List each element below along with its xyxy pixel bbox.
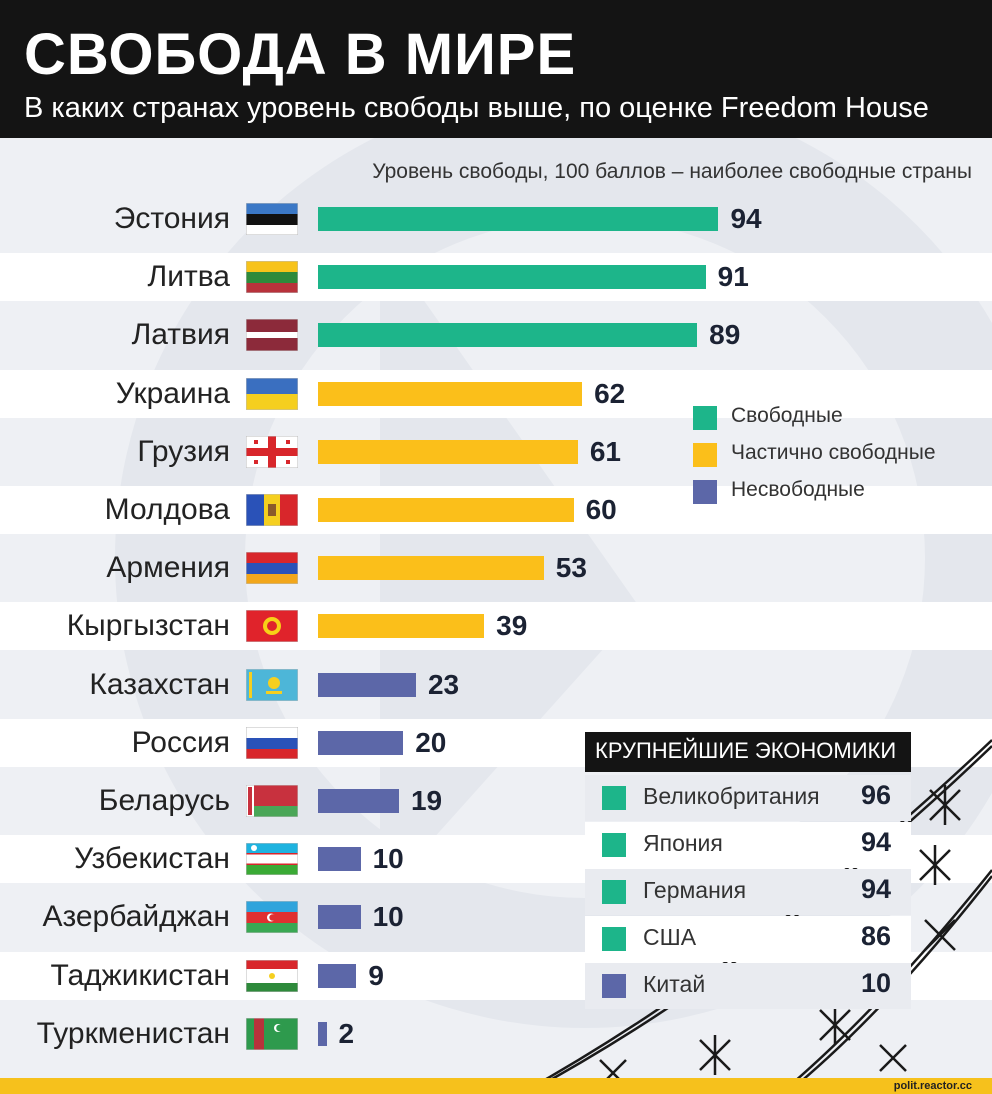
economy-row-usa: США 86 — [585, 916, 911, 962]
economy-swatch-not-free — [602, 974, 626, 998]
flag-azerbaijan-icon — [246, 901, 298, 934]
flag-belarus-icon — [246, 785, 298, 817]
country-label: Молдова — [104, 493, 230, 526]
flag-uzbekistan-icon — [246, 843, 298, 876]
data-label: 23 — [427, 668, 460, 700]
economy-name: Япония — [643, 830, 723, 856]
bar — [318, 905, 361, 930]
legend-item-free: Свободные — [693, 402, 973, 432]
bar — [318, 847, 361, 872]
economy-swatch-free — [602, 880, 626, 904]
flag-georgia-icon — [246, 435, 298, 468]
data-label: 91 — [717, 261, 749, 293]
data-label: 94 — [730, 203, 762, 234]
data-label: 20 — [415, 726, 447, 758]
economy-row-japan: Япония 94 — [585, 822, 911, 868]
data-label: 62 — [594, 377, 626, 409]
flag-lithuania-icon — [246, 261, 298, 294]
source-credit: polit.reactor.cc — [893, 1080, 972, 1092]
economy-value: 94 — [860, 827, 891, 857]
data-label: 60 — [585, 494, 617, 525]
economy-row-china: Китай 10 — [585, 963, 911, 1009]
economy-value: 10 — [860, 968, 891, 998]
data-label: 2 — [338, 1017, 355, 1049]
flag-estonia-icon — [246, 203, 298, 235]
bar — [318, 439, 578, 464]
data-label: 19 — [410, 785, 443, 816]
economy-name: Германия — [643, 877, 747, 903]
flag-kyrgyzstan-icon — [246, 610, 298, 643]
data-label: 53 — [555, 552, 587, 584]
row-stripe — [0, 602, 992, 651]
data-label: 61 — [589, 435, 622, 467]
economy-name: Великобритания — [643, 783, 820, 809]
country-label: Россия — [131, 725, 230, 759]
country-label: Узбекистан — [74, 842, 230, 876]
bar — [318, 614, 485, 639]
data-label: 9 — [368, 959, 384, 991]
flag-moldova-icon — [246, 494, 298, 526]
flag-latvia-icon — [246, 319, 298, 352]
country-label: Туркменистан — [36, 1016, 230, 1050]
economy-swatch-free — [602, 927, 626, 951]
country-label: Беларусь — [98, 784, 230, 817]
legend-item-partly: Частично свободные — [693, 439, 973, 469]
economy-value: 94 — [860, 874, 891, 904]
bar — [318, 963, 357, 988]
largest-economies-header: КРУПНЕЙШИЕ ЭКОНОМИКИ — [585, 732, 911, 772]
bar — [318, 789, 399, 813]
bar — [318, 498, 574, 522]
flag-tajikistan-icon — [246, 959, 298, 992]
bar — [318, 207, 719, 231]
flag-russia-icon — [246, 726, 298, 759]
country-label: Украина — [115, 376, 230, 410]
legend-label-free: Свободные — [731, 404, 843, 427]
bar — [318, 556, 544, 581]
largest-economies-title: КРУПНЕЙШИЕ ЭКОНОМИКИ — [595, 738, 897, 763]
legend-item-not-free: Несвободные — [693, 476, 973, 506]
bar — [318, 1021, 327, 1046]
legend-label-not-free: Несвободные — [731, 478, 865, 501]
data-label: 10 — [372, 843, 404, 875]
legend-swatch-partly — [693, 443, 717, 467]
footer-bar — [0, 1078, 992, 1094]
bar — [318, 265, 706, 290]
page-title: СВОБОДА В МИРЕ — [24, 22, 577, 87]
page-subtitle: В каких странах уровень свободы выше, по… — [24, 92, 929, 124]
economy-row-uk: Великобритания 96 — [585, 775, 911, 821]
bar — [318, 323, 698, 348]
country-label: Латвия — [131, 318, 230, 352]
country-label: Азербайджан — [42, 900, 230, 934]
economy-swatch-free — [602, 786, 626, 810]
axis-label: Уровень свободы, 100 баллов – наиболее с… — [372, 160, 972, 183]
economy-value: 86 — [860, 921, 891, 951]
country-label: Грузия — [137, 434, 230, 468]
bar — [318, 381, 583, 406]
country-label: Литва — [147, 260, 230, 294]
data-label: 10 — [372, 901, 404, 933]
flag-armenia-icon — [246, 552, 298, 585]
header: СВОБОДА В МИРЕ В каких странах уровень с… — [0, 0, 992, 138]
legend-label-partly: Частично свободные — [731, 441, 936, 464]
legend-swatch-not-free — [693, 480, 717, 504]
economy-value: 96 — [860, 780, 891, 810]
flag-turkmenistan-icon — [246, 1017, 298, 1050]
legend-swatch-free — [693, 406, 717, 430]
economy-row-germany: Германия 94 — [585, 869, 911, 915]
economy-name: Китай — [643, 971, 706, 997]
economy-swatch-free — [602, 833, 626, 857]
flag-kazakhstan-icon — [246, 668, 298, 701]
bar — [318, 730, 404, 755]
economy-name: США — [643, 924, 697, 950]
country-label: Таджикистан — [50, 958, 230, 992]
bar — [318, 672, 416, 697]
country-label: Эстония — [113, 202, 230, 235]
flag-ukraine-icon — [246, 377, 298, 410]
country-label: Армения — [106, 551, 230, 585]
country-label: Казахстан — [89, 667, 230, 701]
data-label: 39 — [496, 610, 528, 642]
data-label: 89 — [709, 319, 741, 351]
country-label: Кыргызстан — [66, 609, 230, 643]
